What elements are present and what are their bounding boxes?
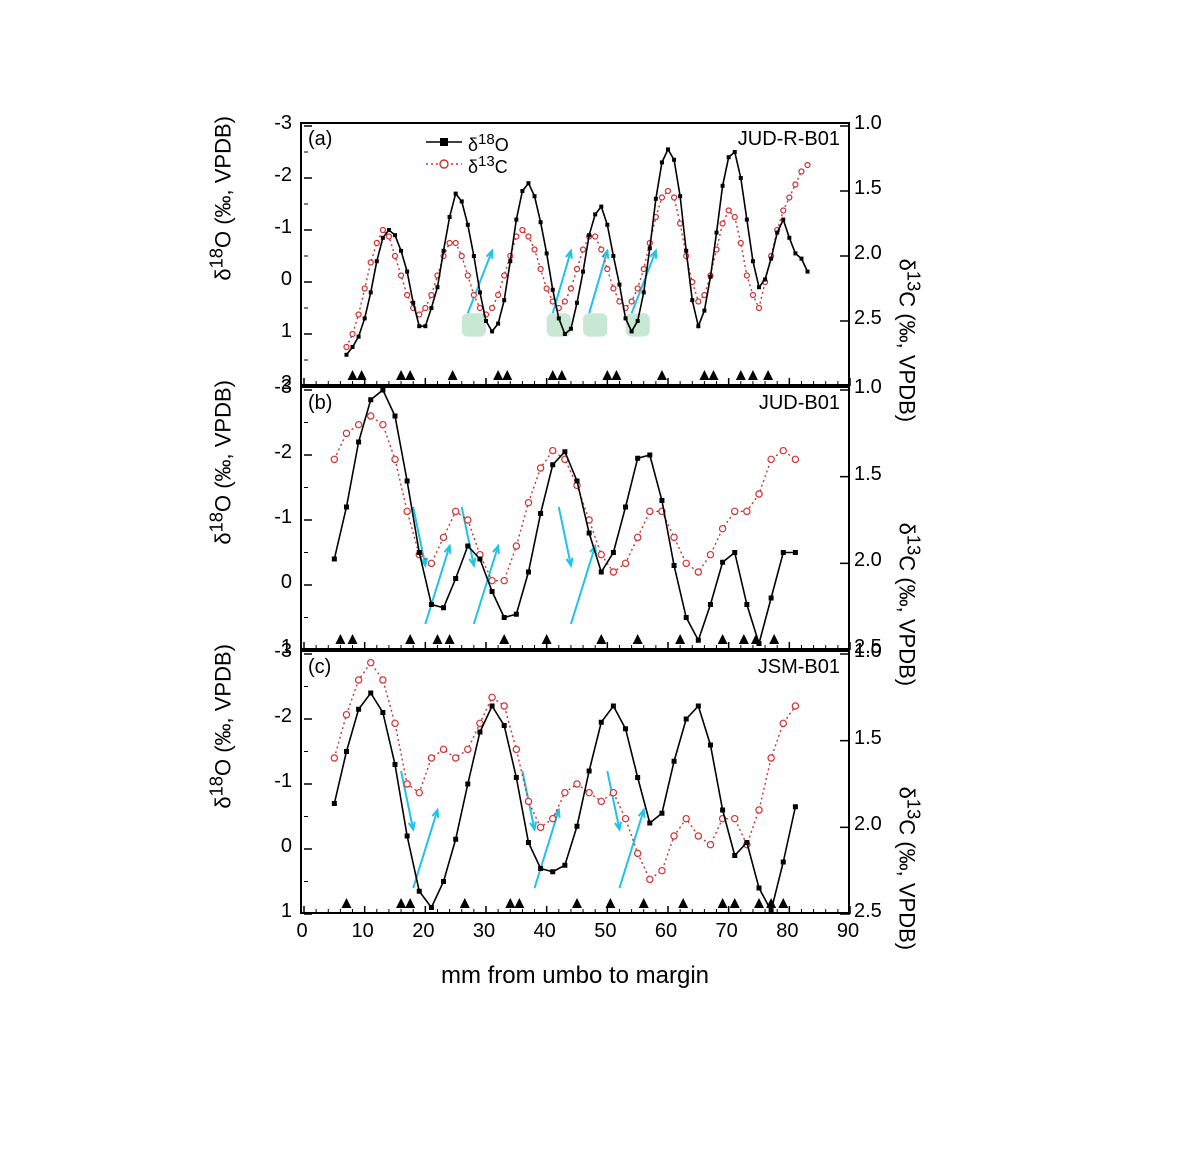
x-tick: 30 — [466, 920, 502, 943]
y-left-tick: 0 — [252, 571, 292, 594]
multi-panel-figure: δ18O (‰, VPDB) δ18O (‰, VPDB) δ18O (‰, V… — [222, 122, 912, 1042]
y-left-tick: -3 — [252, 640, 292, 663]
y-left-label-c: δ18O (‰, VPDB) — [210, 782, 232, 813]
y-right-tick: 1.0 — [854, 112, 898, 135]
y-left-tick: 1 — [252, 320, 292, 343]
y-right-tick: 2.5 — [854, 307, 898, 330]
x-tick: 60 — [648, 920, 684, 943]
x-tick: 50 — [587, 920, 623, 943]
panel-c: (c) JSM-B01 — [300, 650, 850, 914]
y-left-tick: -3 — [252, 376, 292, 399]
y-left-tick: -1 — [252, 506, 292, 529]
x-tick: 0 — [284, 920, 320, 943]
panel-b-letter: (b) — [308, 392, 332, 415]
y-left-tick: 0 — [252, 268, 292, 291]
legend-c-label: δ13C — [468, 153, 508, 178]
y-left-tick: -3 — [252, 112, 292, 135]
y-right-tick: 1.0 — [854, 640, 898, 663]
y-right-tick: 2.0 — [854, 242, 898, 265]
x-tick: 80 — [769, 920, 805, 943]
x-tick: 70 — [709, 920, 745, 943]
panel-c-svg — [302, 652, 852, 916]
y-left-tick: -2 — [252, 705, 292, 728]
y-right-tick: 1.0 — [854, 376, 898, 399]
panel-b: (b) JUD-B01 — [300, 386, 850, 650]
panel-c-letter: (c) — [308, 656, 331, 679]
y-left-label-b: δ18O (‰, VPDB) — [210, 518, 232, 549]
panel-b-svg — [302, 388, 852, 652]
x-axis-label: mm from umbo to margin — [300, 962, 850, 990]
y-left-tick: -1 — [252, 216, 292, 239]
y-right-label-c: δ13C (‰, VPDB) — [898, 782, 920, 813]
panel-b-title: JUD-B01 — [759, 392, 840, 415]
y-right-tick: 1.5 — [854, 177, 898, 200]
y-left-tick: 0 — [252, 835, 292, 858]
panel-a-title: JUD-R-B01 — [738, 128, 840, 151]
x-tick: 10 — [345, 920, 381, 943]
y-right-tick: 2.0 — [854, 549, 898, 572]
y-left-tick: -2 — [252, 164, 292, 187]
panel-a: (a) JUD-R-B01 δ18O δ13C — [300, 122, 850, 386]
y-left-label-a: δ18O (‰, VPDB) — [210, 254, 232, 285]
y-right-label-b: δ13C (‰, VPDB) — [898, 518, 920, 549]
y-right-tick: 2.0 — [854, 813, 898, 836]
x-tick: 20 — [405, 920, 441, 943]
x-tick: 90 — [830, 920, 866, 943]
y-right-label-a: δ13C (‰, VPDB) — [898, 254, 920, 285]
panel-a-letter: (a) — [308, 128, 332, 151]
y-right-tick: 1.5 — [854, 727, 898, 750]
y-right-tick: 1.5 — [854, 463, 898, 486]
x-tick: 40 — [527, 920, 563, 943]
panel-a-svg — [302, 124, 852, 388]
y-left-tick: -2 — [252, 441, 292, 464]
panel-c-title: JSM-B01 — [758, 656, 840, 679]
y-left-tick: -1 — [252, 770, 292, 793]
